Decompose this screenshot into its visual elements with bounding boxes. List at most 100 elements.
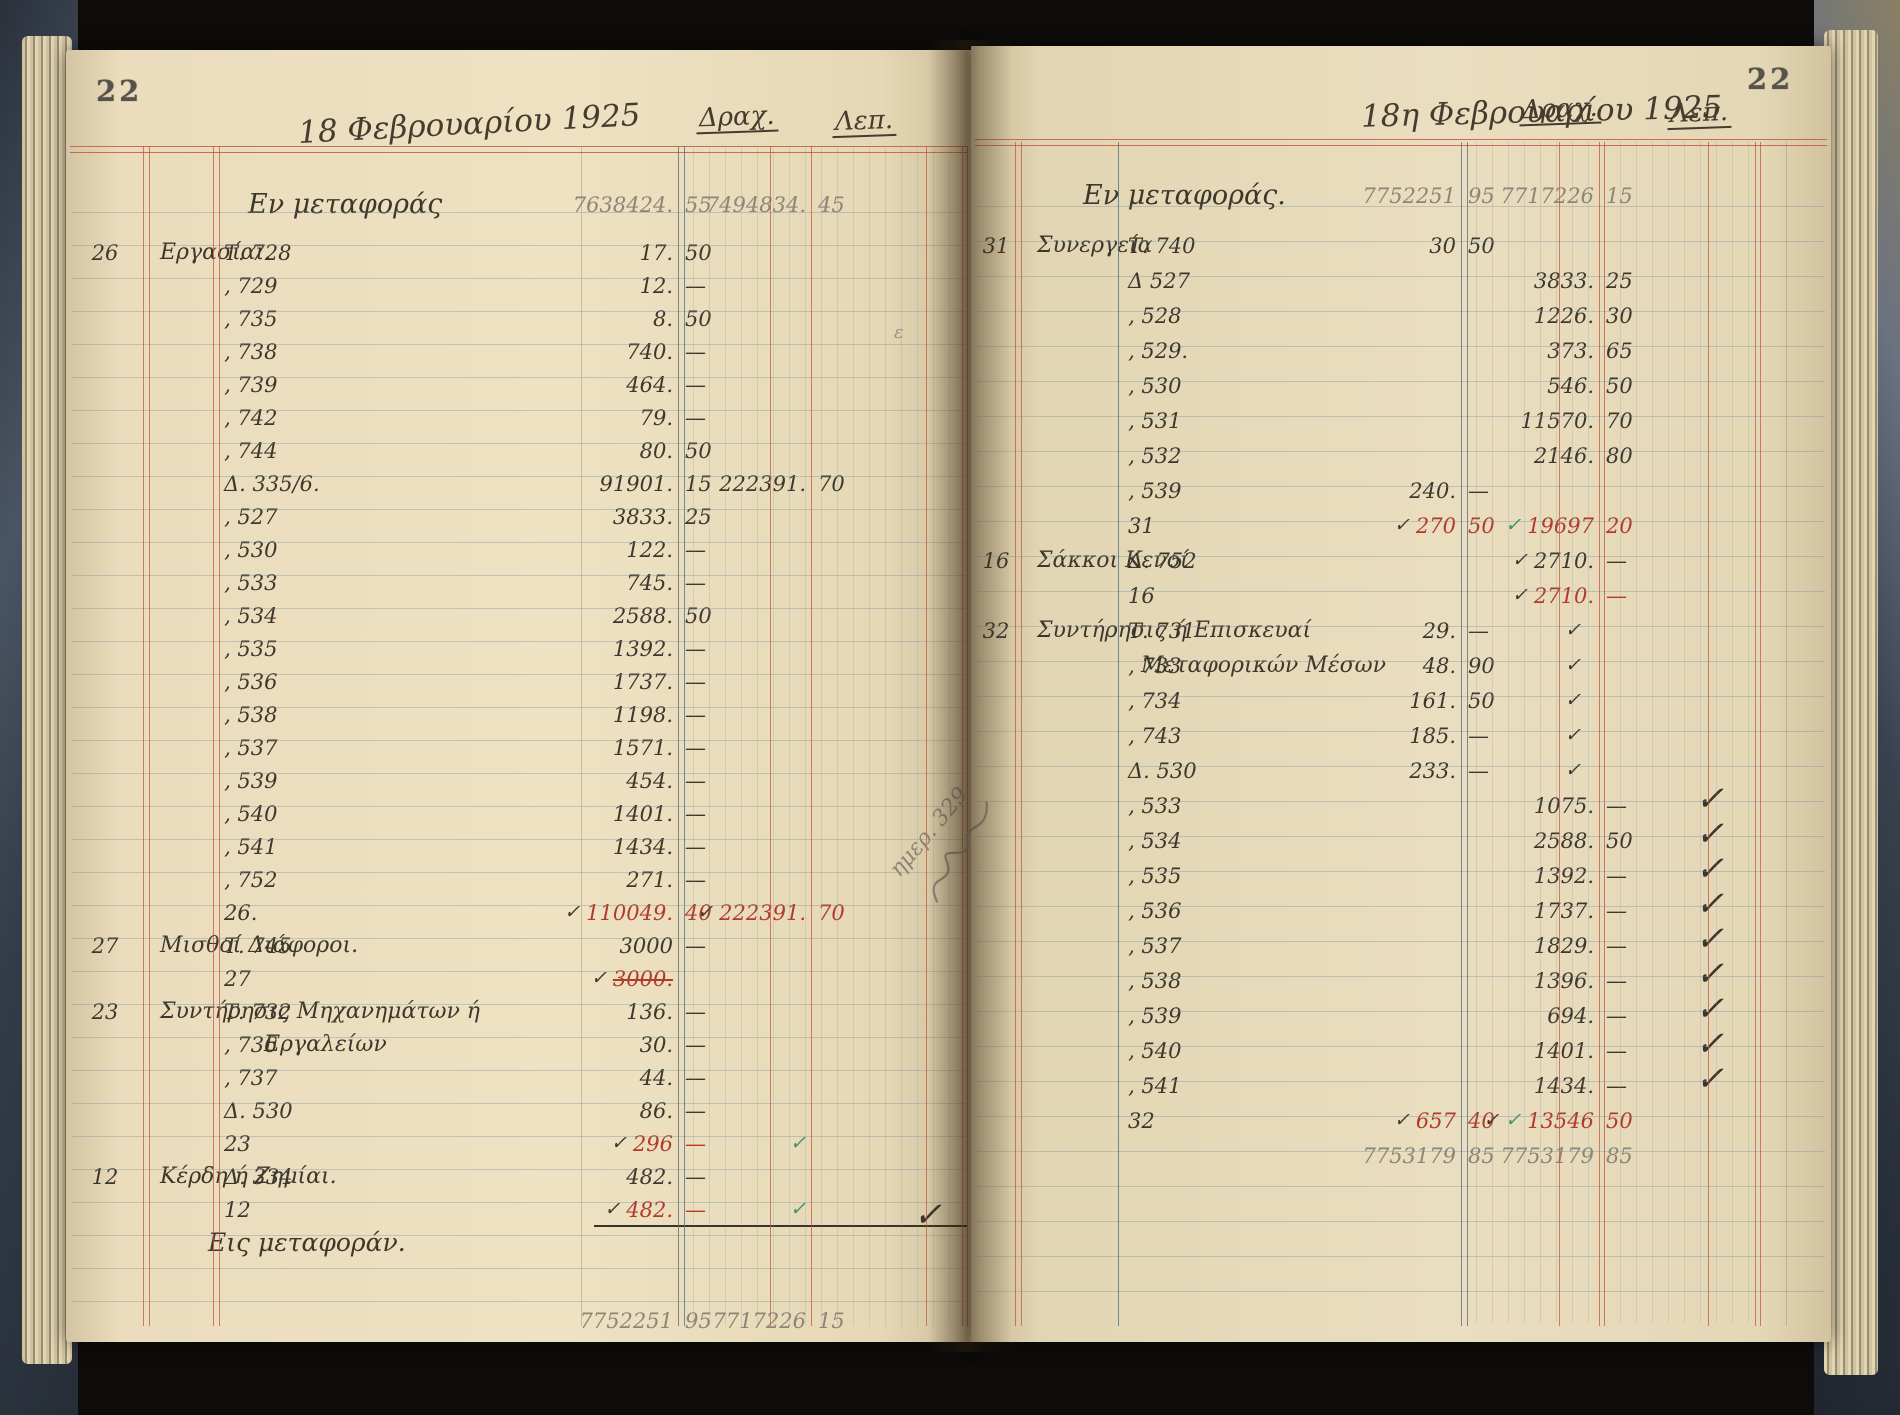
- green-check-icon: ✓: [790, 1132, 806, 1154]
- ledger-row: Εις μεταφοράν.: [66, 1226, 971, 1259]
- voucher-cell: ‚ 528: [1128, 303, 1182, 328]
- ledger-row: ‚ 534 2588. 50: [66, 599, 971, 632]
- carry-amount-col1: 7752251: [1362, 183, 1456, 208]
- voucher-cell: ‚ 752: [224, 867, 278, 892]
- amount-value: 44.: [639, 1065, 673, 1090]
- amount-col2: ✓ 2710.: [1512, 549, 1599, 573]
- voucher-cell: Τ. 728: [224, 240, 292, 265]
- column-header-drachmas: Δραχ.: [695, 101, 779, 135]
- amount-col1: 91901.: [581, 472, 678, 496]
- amount-col1: 2588.: [581, 604, 678, 628]
- amount-col1: 12.: [581, 274, 678, 298]
- ledger-row: Εργαλείων ‚ 736 30. —: [66, 1028, 971, 1061]
- amount-value: 7753179: [1362, 1143, 1456, 1168]
- ledger-row: 7753179 85 7753179 85: [971, 1138, 1831, 1173]
- lepta-col2: — ✓: [1606, 778, 1724, 819]
- amount-value: 12.: [639, 273, 673, 298]
- page-number: 22: [1747, 62, 1794, 96]
- amount-col1: ✓ 270: [1391, 514, 1461, 538]
- voucher-cell: Δ. 530: [1128, 758, 1197, 783]
- check-icon: ✓: [1695, 953, 1725, 994]
- lepta-col1: 50: [685, 603, 712, 628]
- voucher-cell: Δ. 752: [1128, 548, 1197, 573]
- voucher-cell: ‚ 743: [1128, 723, 1182, 748]
- amount-value: 270: [1415, 513, 1456, 538]
- voucher-cell: ‚ 733: [1128, 653, 1182, 678]
- amount-value: 546.: [1547, 373, 1594, 398]
- amount-value: 296: [632, 1131, 673, 1156]
- check-icon: ✓: [1565, 689, 1581, 711]
- page-number: 22: [96, 74, 143, 108]
- description-cell: Εις μεταφοράν.: [208, 1228, 406, 1257]
- amount-col1: 185.: [1391, 724, 1461, 748]
- amount-value: 8.: [652, 306, 673, 331]
- voucher-cell: ‚ 539: [1128, 1003, 1182, 1028]
- voucher-cell: 31: [1128, 513, 1155, 538]
- check-icon: ✓: [1393, 1109, 1410, 1131]
- amount-value: 1392.: [612, 636, 673, 661]
- ledger-row: 23 Συντήρησις Μηχανημάτων ή Τ. 732 136. —: [66, 995, 971, 1028]
- entry-number-cell: 23: [91, 999, 119, 1024]
- voucher-cell: ‚ 527: [224, 504, 278, 529]
- ledger-row: ‚ 535 1392. —: [66, 632, 971, 665]
- ledger-row: ‚ 737 44. —: [66, 1061, 971, 1094]
- voucher-cell: ‚ 535: [224, 636, 278, 661]
- amount-col1: 745.: [581, 571, 678, 595]
- lepta-col2: 70: [818, 471, 845, 496]
- description-cell: Συνεργεία: [1037, 233, 1153, 258]
- green-check-icon: ✓: [790, 1198, 806, 1220]
- carry-amount-col2: 7717226: [712, 1308, 806, 1333]
- voucher-cell: 23: [224, 1131, 251, 1156]
- amount-col1: 233.: [1391, 759, 1461, 783]
- voucher-cell: ‚ 534: [224, 603, 278, 628]
- check-icon: ✓: [610, 1132, 627, 1154]
- lepta-col1: —: [685, 405, 706, 430]
- lepta-col1: 50: [1468, 233, 1495, 258]
- voucher-cell: ‚ 529.: [1128, 338, 1189, 363]
- ledger-row: ‚ 539 240. —: [971, 473, 1831, 508]
- lepta-col1: 90: [1468, 653, 1495, 678]
- voucher-cell: Δ. 334: [224, 1164, 293, 1189]
- amount-value: 136.: [626, 999, 673, 1024]
- amount-col2: 2146.: [1534, 444, 1599, 468]
- voucher-cell: ‚ 738: [224, 339, 278, 364]
- amount-col1: 740.: [581, 340, 678, 364]
- voucher-cell: ‚ 538: [224, 702, 278, 727]
- lepta-col1: 50: [685, 438, 712, 463]
- ledger-row: ‚ 540 1401. —: [66, 797, 971, 830]
- voucher-cell: ‚ 533: [224, 570, 278, 595]
- lepta-col1: —: [685, 834, 706, 859]
- amount-col2: 546.: [1547, 374, 1599, 398]
- voucher-cell: ‚ 540: [1128, 1038, 1182, 1063]
- ledger-row: Μεταφορικών Μέσων ‚ 733 48. 90 ✓: [971, 648, 1831, 683]
- lepta-col1: —: [685, 801, 706, 826]
- lepta-col2: 20: [1606, 513, 1633, 538]
- carry-amount-col1: 7638424.: [572, 192, 673, 217]
- ledger-row: ‚ 529. 373. 65: [971, 333, 1831, 368]
- description-cell: Συντήρησις ή Επισκευαί: [1037, 618, 1312, 643]
- amount-col2: ✓: [770, 1134, 811, 1153]
- description-cell: Συντήρησις Μηχανημάτων ή: [160, 999, 480, 1024]
- lepta-col2: 70: [818, 900, 845, 925]
- check-icon: ✓: [1393, 514, 1410, 536]
- lepta-col2: — ✓: [1606, 1023, 1724, 1064]
- ledger-row: ‚ 527 3833. 25: [66, 500, 971, 533]
- right-page: 22 18η Φεβρουαρίου 1925 Δραχ. Λεπ. Εν με…: [885, 46, 1831, 1342]
- lepta-col2: 80: [1606, 443, 1633, 468]
- lepta-col2: 85: [1606, 1143, 1633, 1168]
- carry-lepta-col2: 15: [1606, 183, 1633, 208]
- amount-value: 13546: [1527, 1108, 1594, 1133]
- voucher-cell: ‚ 744: [224, 438, 278, 463]
- amount-value: 1737.: [612, 669, 673, 694]
- ledger-row: ‚ 541 1434. — ✓: [971, 1062, 1831, 1103]
- amount-col1: 1571.: [581, 736, 678, 760]
- ledger-row: ‚ 528 1226. 30: [971, 298, 1831, 333]
- amount-col1: 136.: [581, 1000, 678, 1024]
- lepta-col1: —: [685, 999, 706, 1024]
- voucher-cell: ‚ 534: [1128, 828, 1182, 853]
- amount-value: 2588.: [1533, 828, 1594, 853]
- amount-value: 464.: [626, 372, 673, 397]
- voucher-cell: ‚ 739: [224, 372, 278, 397]
- ledger-row: ‚ 739 464. —: [66, 368, 971, 401]
- amount-value: 373.: [1547, 338, 1594, 363]
